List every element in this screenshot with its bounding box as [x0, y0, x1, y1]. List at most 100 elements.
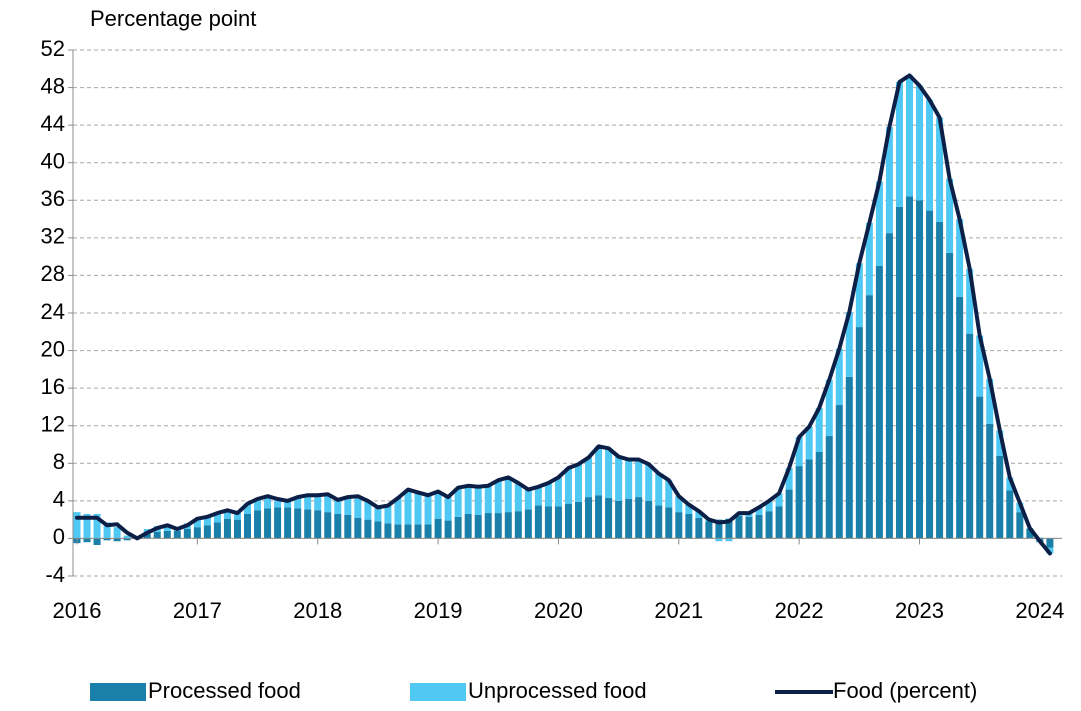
bar-segment: [334, 514, 342, 539]
bar-segment: [956, 219, 964, 298]
x-tick-label: 2022: [775, 598, 824, 623]
y-tick-label: 40: [41, 149, 65, 174]
bar-segment: [163, 530, 171, 539]
bar-segment: [274, 507, 282, 539]
bar-segment: [394, 498, 402, 525]
bar-segment: [384, 523, 392, 539]
bar-segment: [946, 178, 954, 253]
bar-segment: [966, 333, 974, 539]
bar-segment: [504, 477, 512, 513]
bar-segment: [795, 466, 803, 539]
bar-segment: [223, 510, 231, 519]
bar-segment: [364, 519, 372, 539]
bar-segment: [1046, 538, 1054, 548]
bar-segment: [635, 497, 643, 539]
bar-segment: [585, 457, 593, 498]
y-tick-label: 20: [41, 336, 65, 361]
bar-segment: [715, 538, 723, 542]
bar-segment: [314, 495, 322, 511]
bar-segment: [685, 504, 693, 515]
legend-label: Food (percent): [833, 678, 977, 703]
bar-segment: [544, 506, 552, 539]
bar-segment: [986, 423, 994, 539]
y-tick-label: 12: [41, 412, 65, 437]
bar-segment: [996, 430, 1004, 456]
x-tick-label: 2016: [53, 598, 102, 623]
bar-segment: [885, 127, 893, 234]
bar-segment: [424, 524, 432, 539]
bar-segment: [645, 464, 653, 501]
bar-segment: [394, 524, 402, 539]
bar-segment: [464, 485, 472, 515]
bar-segment: [103, 522, 111, 539]
bar-segment: [404, 489, 412, 525]
bar-segment: [845, 376, 853, 539]
bar-segment: [825, 379, 833, 437]
bar-segment: [404, 524, 412, 539]
bar-segment: [665, 480, 673, 508]
bar-segment: [424, 495, 432, 525]
bar-segment: [484, 513, 492, 539]
bar-segment: [163, 524, 171, 531]
bar-segment: [494, 513, 502, 539]
y-tick-label: 16: [41, 374, 65, 399]
bar-segment: [725, 538, 733, 542]
bar-segment: [625, 498, 633, 539]
bar-segment: [314, 510, 322, 539]
bar-segment: [414, 492, 422, 525]
bar-segment: [304, 495, 312, 510]
x-tick-label: 2023: [895, 598, 944, 623]
bar-segment: [865, 295, 873, 539]
bar-segment: [294, 508, 302, 539]
bar-segment: [103, 538, 111, 541]
bar-segment: [464, 514, 472, 539]
bar-segment: [675, 512, 683, 539]
legend-swatch: [410, 683, 466, 701]
bar-segment: [615, 456, 623, 501]
bar-segment: [414, 524, 422, 539]
bar-segment: [284, 500, 292, 508]
x-tick-label: 2017: [173, 598, 222, 623]
bar-segment: [725, 518, 733, 539]
bar-segment: [143, 533, 151, 539]
bar-segment: [564, 503, 572, 539]
bar-segment: [775, 506, 783, 539]
bar-segment: [1006, 490, 1014, 539]
bar-segment: [625, 459, 633, 499]
bar-segment: [213, 522, 221, 539]
bar-segment: [274, 498, 282, 508]
legend-swatch: [90, 683, 146, 701]
bar-segment: [966, 268, 974, 334]
bar-segment: [785, 467, 793, 490]
bar-segment: [444, 520, 452, 539]
bar-segment: [895, 206, 903, 539]
bar-segment: [264, 508, 272, 539]
bar-segment: [344, 497, 352, 515]
bar-segment: [815, 452, 823, 539]
y-tick-label: 52: [41, 36, 65, 61]
bar-segment: [845, 312, 853, 377]
bar-segment: [986, 378, 994, 424]
line-series: [75, 73, 1052, 556]
y-tick-label: 28: [41, 261, 65, 286]
bar-segment: [494, 480, 502, 514]
bar-segment: [254, 510, 262, 539]
bar-segment: [534, 505, 542, 539]
bar-segment: [554, 477, 562, 507]
bar-segment: [615, 500, 623, 539]
bar-segment: [244, 503, 252, 515]
y-tick-label: 8: [53, 449, 65, 474]
bar-segment: [474, 486, 482, 515]
bar-segment: [83, 514, 91, 539]
bar-segment: [685, 514, 693, 539]
bar-segment: [324, 512, 332, 539]
bar-segment: [976, 396, 984, 539]
bar-segment: [434, 518, 442, 539]
bar-segment: [254, 498, 262, 511]
bar-segment: [695, 517, 703, 539]
bar-segment: [585, 497, 593, 539]
bar-segment: [564, 467, 572, 504]
bar-segment: [946, 252, 954, 539]
bar-segment: [183, 529, 191, 539]
bar-segment: [755, 514, 763, 539]
